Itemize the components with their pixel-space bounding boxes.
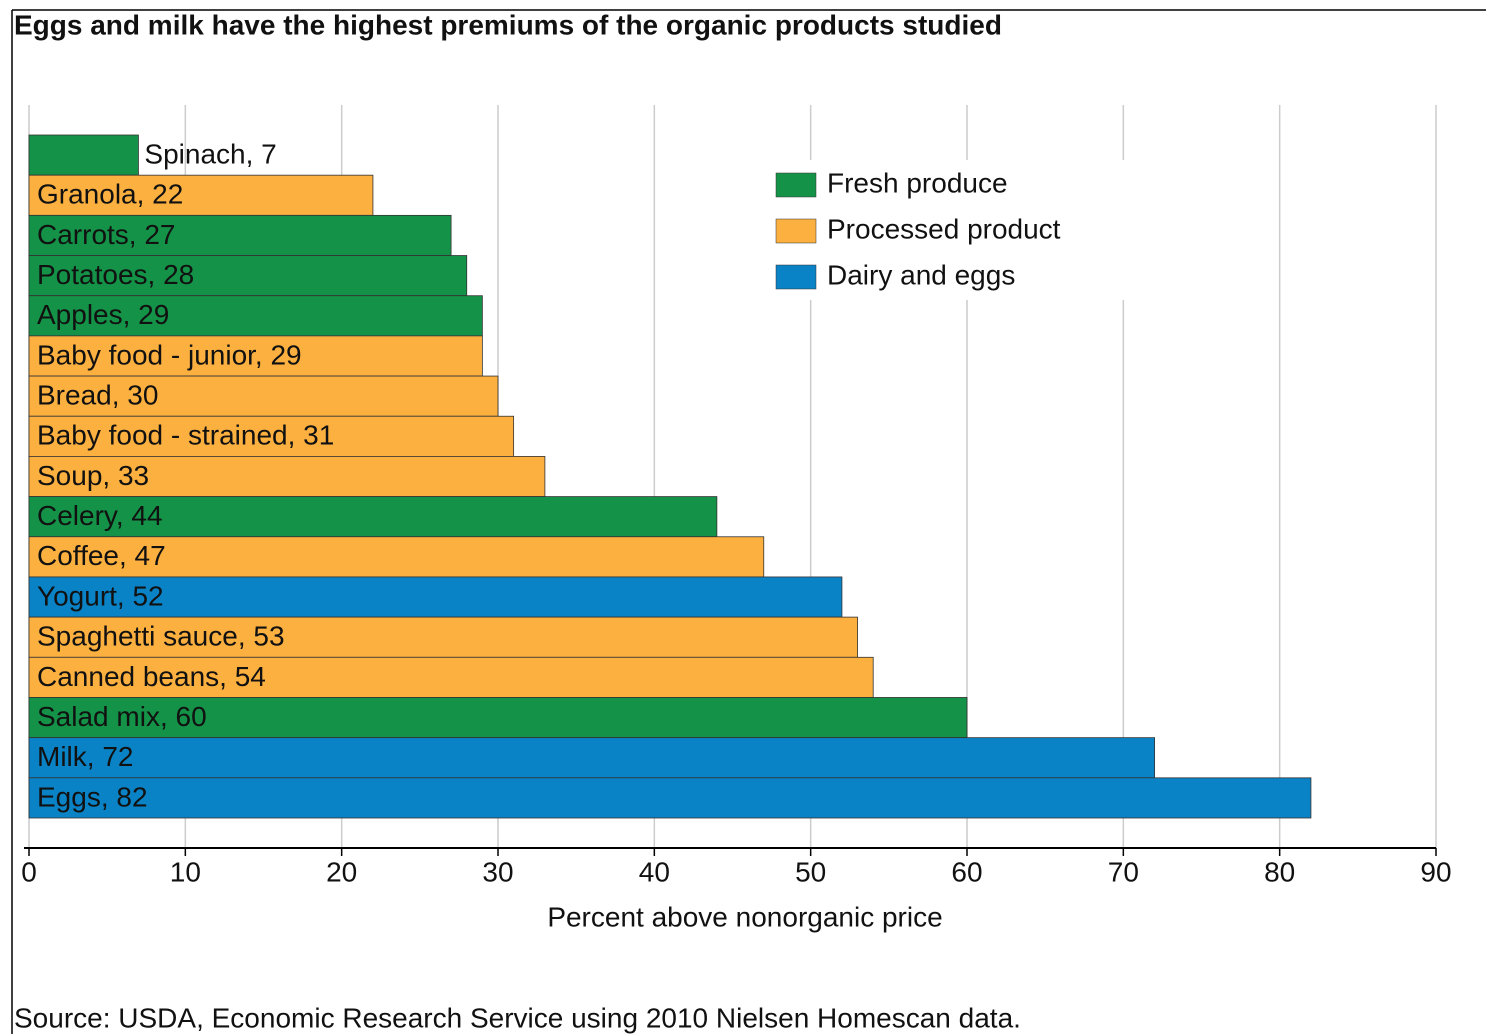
x-tick-label: 10 <box>170 856 201 887</box>
bar <box>28 415 515 457</box>
bar <box>28 656 874 698</box>
bar <box>28 295 483 337</box>
bar <box>28 375 499 417</box>
bar <box>28 496 718 538</box>
source: Source: USDA, Economic Research Service … <box>14 1002 1021 1033</box>
data-label: Canned beans, 54 <box>37 661 266 692</box>
data-label: Milk, 72 <box>37 741 133 772</box>
bar <box>28 536 765 578</box>
bar <box>28 335 483 377</box>
x-tick-label: 50 <box>795 856 826 887</box>
legend-swatch <box>775 172 817 198</box>
legend-label: Processed product <box>827 213 1061 244</box>
data-label: Soup, 33 <box>37 460 149 491</box>
data-label: Salad mix, 60 <box>37 701 207 732</box>
data-label: Baby food - junior, 29 <box>37 339 302 370</box>
x-tick-label: 30 <box>482 856 513 887</box>
data-label: Coffee, 47 <box>37 540 166 571</box>
data-label: Spaghetti sauce, 53 <box>37 621 285 652</box>
bar <box>28 616 858 658</box>
x-tick-label: 40 <box>639 856 670 887</box>
bar <box>28 737 1155 779</box>
bar <box>28 697 968 739</box>
x-tick-label: 80 <box>1264 856 1295 887</box>
data-label: Apples, 29 <box>37 299 169 330</box>
legend-background <box>760 160 1130 300</box>
x-tick-label: 90 <box>1420 856 1451 887</box>
bar <box>28 576 843 618</box>
x-tick-label: 20 <box>326 856 357 887</box>
data-label: Celery, 44 <box>37 500 163 531</box>
data-label: Bread, 30 <box>37 380 158 411</box>
bar <box>28 214 452 256</box>
x-tick-label: 60 <box>951 856 982 887</box>
data-label: Eggs, 82 <box>37 781 148 812</box>
bar <box>28 134 139 176</box>
data-label: Carrots, 27 <box>37 219 176 250</box>
legend-swatch <box>775 218 817 244</box>
bar <box>28 777 1312 819</box>
x-tick-label: 70 <box>1108 856 1139 887</box>
data-label: Granola, 22 <box>37 179 183 210</box>
legend-swatch <box>775 264 817 290</box>
data-label: Spinach, 7 <box>144 138 276 169</box>
data-label: Potatoes, 28 <box>37 259 194 290</box>
legend-label: Fresh produce <box>827 167 1008 198</box>
bar <box>28 456 546 497</box>
x-axis-label: Percent above nonorganic price <box>547 901 942 932</box>
data-label: Baby food - strained, 31 <box>37 420 334 451</box>
x-tick-label: 0 <box>21 856 37 887</box>
data-label: Yogurt, 52 <box>37 580 164 611</box>
chart-title: Eggs and milk have the highest premiums … <box>14 9 1002 40</box>
legend-label: Dairy and eggs <box>827 259 1015 290</box>
